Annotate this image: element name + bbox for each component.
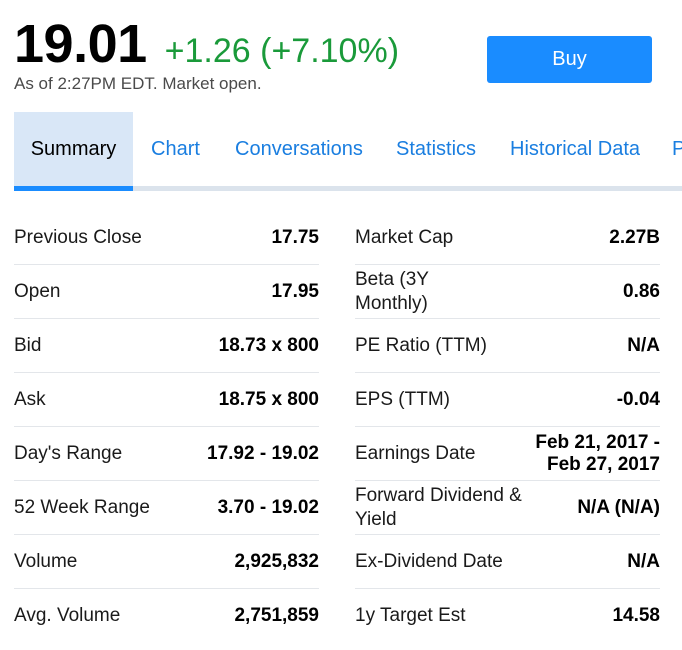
current-price: 19.01 [14,14,147,74]
tab-summary[interactable]: Summary [14,112,133,186]
tab-historical-data[interactable]: Historical Data [510,138,641,160]
stat-value: 3.70 - 19.02 [217,496,319,518]
stat-row-ex-dividend-date: Ex-Dividend Date N/A [355,535,660,589]
stat-value: -0.04 [616,388,660,410]
stat-value: 17.95 [271,280,319,302]
stat-value: 17.75 [271,226,319,248]
stat-label: Forward Dividend & Yield [355,484,522,530]
stat-row-volume: Volume 2,925,832 [14,535,319,589]
tab-statistics[interactable]: Statistics [396,138,477,160]
quote-header: 19.01 +1.26 (+7.10%) [14,16,399,72]
stat-label: Ask [14,388,46,410]
stat-value: Feb 21, 2017 - Feb 27, 2017 [535,431,660,475]
stat-value: 18.73 x 800 [218,334,319,356]
stat-row-bid: Bid 18.73 x 800 [14,319,319,373]
stat-label: Volume [14,550,78,572]
stat-value: N/A [627,550,660,572]
active-tab-indicator [14,186,133,191]
stat-label: Market Cap [355,226,454,248]
stat-label: PE Ratio (TTM) [355,334,487,356]
tab-profile[interactable]: Profile [672,138,682,160]
stat-row-previous-close: Previous Close 17.75 [14,211,319,265]
stat-label: EPS (TTM) [355,388,450,410]
stat-row-open: Open 17.95 [14,265,319,319]
stat-label: Open [14,280,61,302]
stat-row-52-week-range: 52 Week Range 3.70 - 19.02 [14,481,319,535]
quote-tabs: Summary Chart Conversations Statistics H… [14,112,682,186]
stat-value: 2.27B [609,226,660,248]
stat-value: 17.92 - 19.02 [207,442,319,464]
stat-row-eps: EPS (TTM) -0.04 [355,373,660,427]
stats-table-right: Market Cap 2.27B Beta (3Y Monthly) 0.86 … [355,211,660,643]
stat-label: Previous Close [14,226,142,248]
stat-label: 1y Target Est [355,605,466,626]
tab-conversations[interactable]: Conversations [235,138,363,160]
stat-row-beta: Beta (3Y Monthly) 0.86 [355,265,660,319]
tab-underline [14,186,682,191]
stat-label: 52 Week Range [14,496,150,518]
price-change: +1.26 (+7.10%) [164,32,400,70]
stat-label: Bid [14,334,42,356]
buy-button[interactable]: Buy [487,36,652,83]
stat-label: Beta (3Y Monthly) [355,268,429,314]
stats-table-left: Previous Close 17.75 Open 17.95 Bid 18.7… [14,211,319,643]
stat-label: Avg. Volume [14,605,121,626]
stat-row-days-range: Day's Range 17.92 - 19.02 [14,427,319,481]
stat-value: N/A [627,334,660,356]
stat-value: 18.75 x 800 [218,388,319,410]
stat-value: 0.86 [623,280,660,302]
stat-value: 2,925,832 [234,550,319,572]
stat-row-pe-ratio: PE Ratio (TTM) N/A [355,319,660,373]
stat-value: N/A (N/A) [577,496,660,518]
stat-value: 14.58 [612,605,660,626]
stat-row-target-est: 1y Target Est 14.58 [355,589,660,643]
market-status: As of 2:27PM EDT. Market open. [14,74,262,93]
tab-chart[interactable]: Chart [151,138,200,160]
stat-row-forward-dividend: Forward Dividend & Yield N/A (N/A) [355,481,660,535]
stat-row-ask: Ask 18.75 x 800 [14,373,319,427]
stat-value: 2,751,859 [234,605,319,626]
stat-row-market-cap: Market Cap 2.27B [355,211,660,265]
stat-label: Day's Range [14,442,123,464]
stat-label: Earnings Date [355,442,476,464]
stat-row-avg-volume: Avg. Volume 2,751,859 [14,589,319,643]
stat-label: Ex-Dividend Date [355,550,503,572]
stat-row-earnings-date: Earnings Date Feb 21, 2017 - Feb 27, 201… [355,427,660,481]
